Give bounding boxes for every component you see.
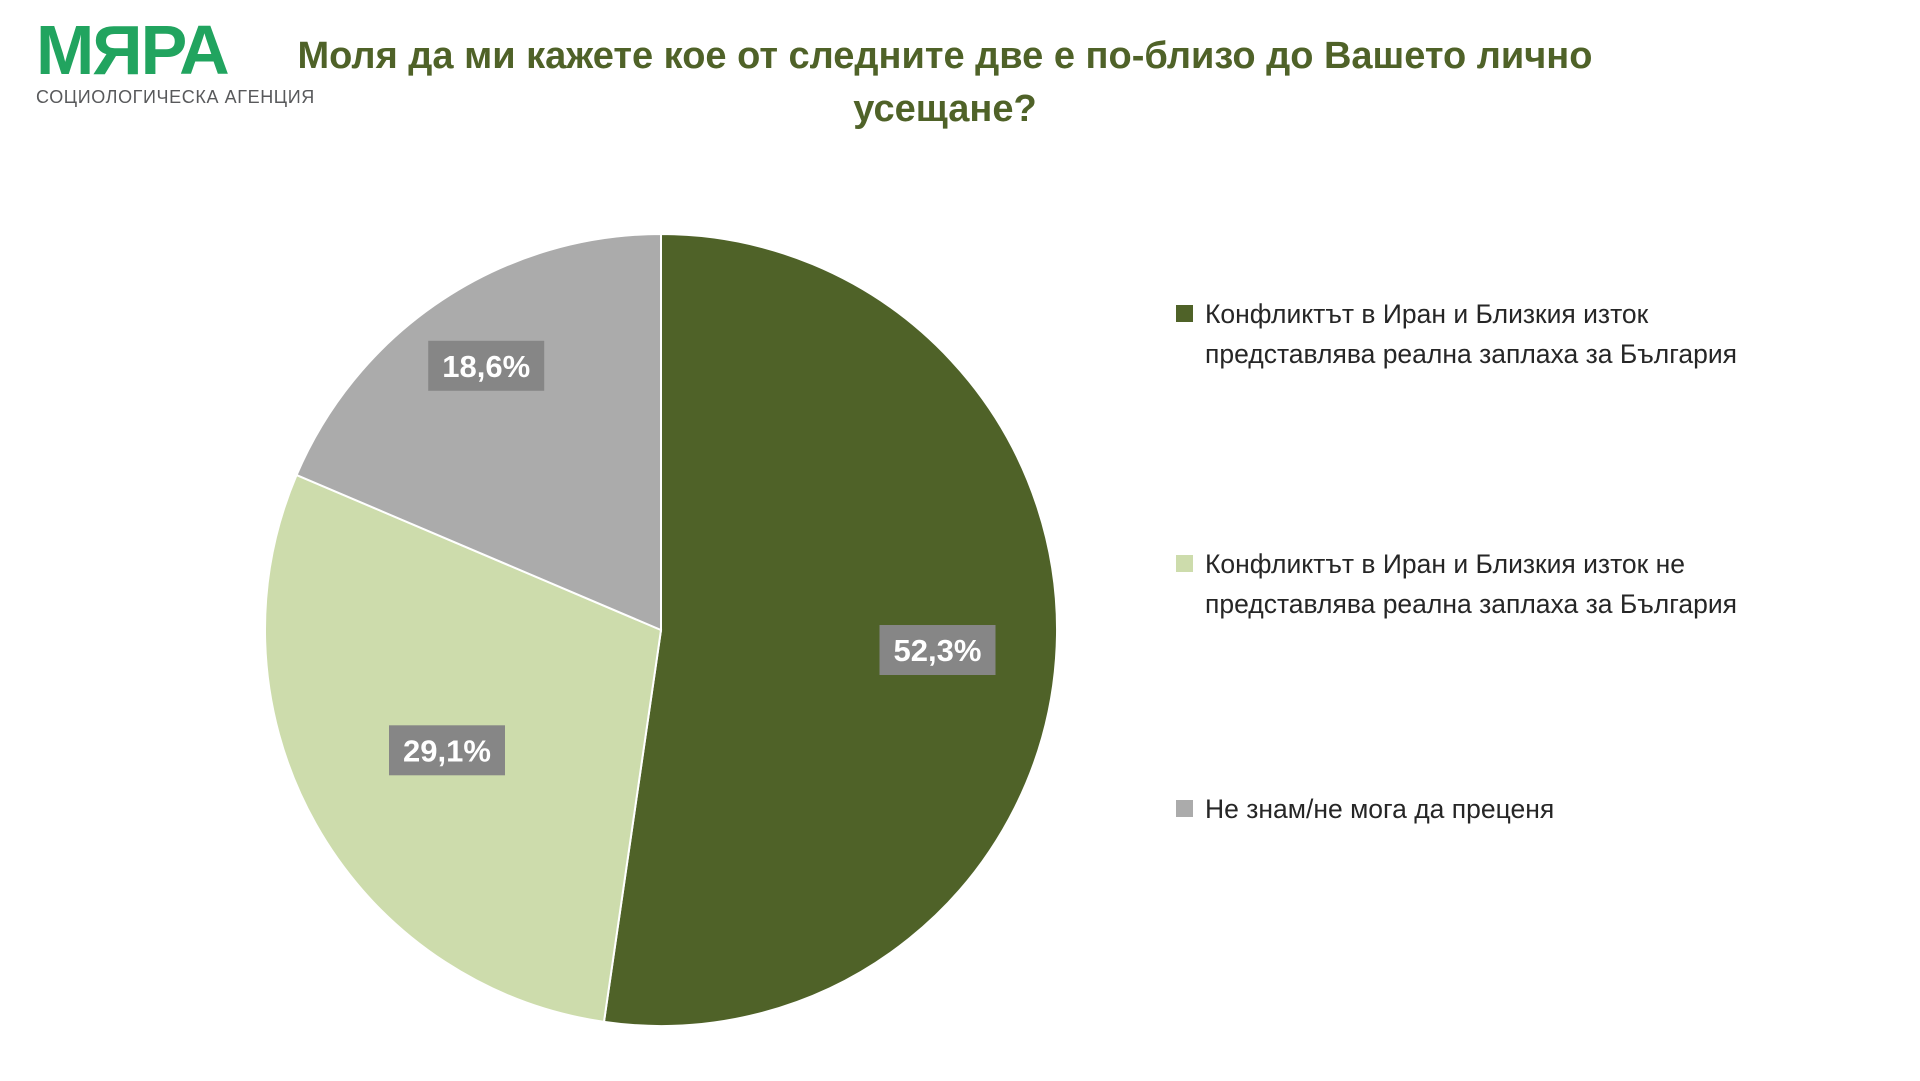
- legend-label-dont-know: Не знам/не мога да преценя: [1205, 794, 1555, 824]
- pie-data-label-0: 52,3%: [879, 625, 996, 675]
- logo-tagline: СОЦИОЛОГИЧЕСКА АГЕНЦИЯ: [36, 87, 315, 107]
- pie-data-label-text: 52,3%: [894, 633, 982, 668]
- pie-chart: 52,3% 29,1% 18,6%: [261, 230, 1061, 1030]
- legend-label-not-real-threat: Конфликтът в Иран и Близкия изток не пре…: [1205, 549, 1737, 619]
- logo: МЯРА СОЦИОЛОГИЧЕСКА АГЕНЦИЯ: [36, 12, 315, 108]
- pie-data-label-box: [389, 725, 505, 776]
- pie-data-label-2: 18,6%: [428, 340, 545, 391]
- chart-title: Моля да ми кажете кое от следните две е …: [297, 35, 1593, 131]
- pie-slice-dont-know: [295, 232, 662, 632]
- legend-swatch-gray-icon: [1176, 800, 1193, 817]
- legend-swatch-light-green-icon: [1176, 555, 1193, 572]
- pie-data-label-1: 29,1%: [389, 725, 505, 776]
- legend-item-dont-know: Не знам/не мога да преценя: [1176, 790, 1780, 830]
- logo-wordmark: МЯРА: [36, 11, 230, 89]
- legend-item-real-threat: Конфликтът в Иран и Близкия изток предст…: [1176, 295, 1780, 375]
- pie-data-label-text: 29,1%: [403, 733, 491, 768]
- pie-chart-svg: 52,3% 29,1% 18,6%: [264, 232, 1058, 1027]
- pie-data-label-box: [428, 340, 545, 391]
- pie-data-label-text: 18,6%: [442, 349, 530, 384]
- pie-slice-real-threat: [602, 232, 1058, 1027]
- legend-label-real-threat: Конфликтът в Иран и Близкия изток предст…: [1205, 299, 1737, 369]
- pie-data-label-box: [879, 625, 996, 675]
- legend-item-not-real-threat: Конфликтът в Иран и Близкия изток не пре…: [1176, 545, 1780, 625]
- legend-swatch-dark-green-icon: [1176, 305, 1193, 322]
